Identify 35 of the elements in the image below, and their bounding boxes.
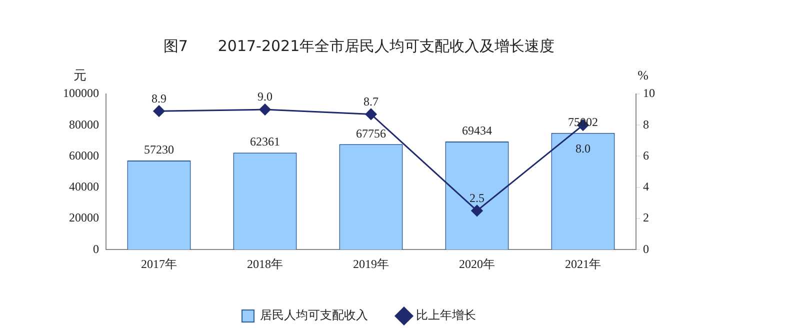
data-label: 62361 bbox=[250, 134, 280, 149]
y2-axis-title: % bbox=[638, 67, 649, 82]
y-tick-label: 80000 bbox=[69, 117, 99, 132]
y-tick-label: 60000 bbox=[69, 148, 99, 162]
x-tick-label: 2021年 bbox=[565, 256, 601, 271]
point bbox=[153, 105, 165, 117]
point bbox=[259, 104, 271, 116]
y2-tick-label: 8 bbox=[643, 117, 649, 132]
chart-title: 图7 2017-2021年全市居民人均可支配收入及增长速度 bbox=[163, 36, 555, 55]
y2-tick-label: 0 bbox=[643, 242, 649, 256]
y2-tick-label: 4 bbox=[643, 180, 649, 194]
data-label: 8.7 bbox=[364, 94, 378, 108]
x-tick-label: 2017年 bbox=[141, 256, 177, 271]
data-label: 57230 bbox=[144, 142, 174, 157]
data-label: 8.0 bbox=[576, 141, 590, 156]
legend-label: 居民人均可支配收入 bbox=[260, 308, 368, 322]
data-label: 67756 bbox=[356, 126, 386, 140]
y-axis-title: 元 bbox=[74, 67, 86, 82]
y-tick-label: 0 bbox=[93, 242, 99, 256]
x-tick-label: 2020年 bbox=[459, 256, 495, 271]
data-label: 2.5 bbox=[470, 190, 484, 205]
data-label: 69434 bbox=[462, 124, 492, 138]
y2-tick-label: 10 bbox=[643, 86, 655, 100]
y-tick-label: 40000 bbox=[69, 180, 99, 194]
point bbox=[471, 204, 483, 216]
point bbox=[365, 108, 377, 120]
y-tick-label: 100000 bbox=[63, 86, 99, 100]
y2-tick-label: 2 bbox=[643, 210, 649, 225]
legend-label: 比上年增长 bbox=[416, 308, 476, 322]
y2-tick-label: 6 bbox=[643, 148, 649, 162]
x-tick-label: 2019年 bbox=[353, 256, 389, 271]
data-label: 9.0 bbox=[258, 90, 272, 104]
y-tick-label: 20000 bbox=[69, 210, 99, 225]
data-label: 8.9 bbox=[152, 91, 166, 106]
x-tick-label: 2018年 bbox=[247, 256, 283, 271]
